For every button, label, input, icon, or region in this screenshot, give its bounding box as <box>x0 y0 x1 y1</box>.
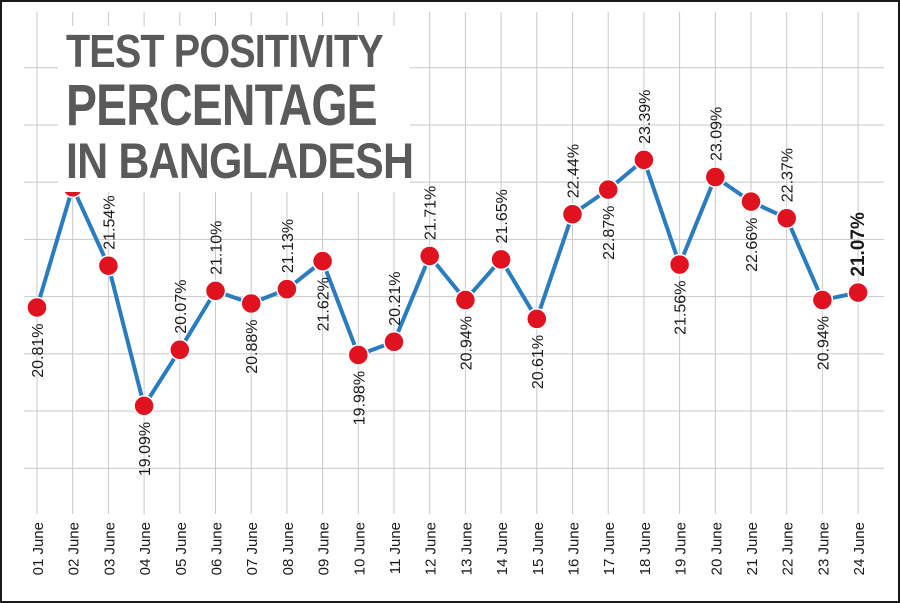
data-point <box>811 289 834 311</box>
chart-title-line-2: PERCENTAGE <box>66 73 378 138</box>
x-tick-label: 02 June <box>66 522 83 575</box>
data-point <box>133 395 155 417</box>
x-tick-label: 24 June <box>851 522 868 575</box>
data-label: 21.62% <box>316 277 333 331</box>
data-point <box>383 331 405 353</box>
data-point <box>847 281 869 304</box>
data-point <box>169 339 191 361</box>
data-point <box>561 203 584 225</box>
chart-title-line-1: TEST POSITIVITY <box>66 25 384 77</box>
x-tick-label: 15 June <box>530 522 547 575</box>
data-point <box>775 207 798 229</box>
data-label: 19.98% <box>351 371 368 425</box>
x-tick-label: 14 June <box>494 522 511 575</box>
x-tick-label: 21 June <box>744 522 761 575</box>
x-tick-label: 19 June <box>673 522 690 575</box>
data-point <box>597 178 619 201</box>
data-label: 23.39% <box>637 90 654 144</box>
x-tick-label: 11 June <box>387 522 404 574</box>
chart-title-line-3: IN BANGLADESH <box>66 133 414 189</box>
x-tick-label: 09 June <box>316 522 333 575</box>
data-label: 20.88% <box>244 319 261 373</box>
data-label: 20.61% <box>530 335 547 389</box>
title-block <box>58 26 410 192</box>
data-point <box>418 245 441 267</box>
data-label: 21.56% <box>673 281 690 335</box>
data-label: 21.65% <box>494 189 511 243</box>
x-tick-label: 03 June <box>101 522 118 575</box>
data-point <box>668 253 691 276</box>
series-line <box>35 157 859 408</box>
data-label: 20.21% <box>387 272 404 326</box>
data-label: 22.44% <box>566 144 583 198</box>
data-point <box>454 289 477 311</box>
x-tick-label: 17 June <box>601 522 618 575</box>
x-tick-label: 07 June <box>244 522 261 575</box>
data-label: 21.71% <box>423 186 440 240</box>
data-label: 22.87% <box>601 206 618 260</box>
data-label: 21.07% <box>848 212 869 277</box>
data-label: 22.66% <box>744 218 761 272</box>
data-point <box>633 149 655 171</box>
data-point <box>526 308 548 330</box>
x-tick-label: 05 June <box>173 522 190 575</box>
data-point <box>97 254 120 277</box>
x-tick-label: 20 June <box>708 522 725 575</box>
x-tick-label: 10 June <box>351 522 368 575</box>
data-point <box>240 292 262 315</box>
x-tick-label: 06 June <box>209 522 226 575</box>
data-label: 20.94% <box>815 316 832 370</box>
x-tick-label: 13 June <box>458 522 475 575</box>
x-tick-label: 01 June <box>30 522 47 575</box>
x-tick-label: 16 June <box>566 522 583 575</box>
data-label: 20.94% <box>458 316 475 370</box>
x-tick-label: 18 June <box>637 522 654 575</box>
data-point <box>276 278 298 300</box>
data-point <box>26 296 48 319</box>
data-label: 22.37% <box>780 148 797 202</box>
data-point <box>740 190 762 213</box>
data-label: 20.07% <box>173 280 190 334</box>
data-label: 23.09% <box>708 107 725 161</box>
data-point <box>204 280 227 302</box>
x-tick-label: 12 June <box>423 522 440 575</box>
x-tick-label: 08 June <box>280 522 297 575</box>
data-point <box>311 250 334 272</box>
data-point <box>704 166 727 188</box>
data-label: 21.13% <box>280 219 297 273</box>
x-tick-label: 04 June <box>137 522 154 575</box>
data-label: 20.81% <box>30 323 47 377</box>
data-label: 21.54% <box>101 195 118 249</box>
data-label: 21.10% <box>209 221 226 275</box>
data-point <box>347 344 370 366</box>
x-tick-label: 22 June <box>780 522 797 575</box>
data-point <box>490 248 512 271</box>
data-label: 19.09% <box>137 422 154 476</box>
x-tick-label: 23 June <box>815 522 832 575</box>
